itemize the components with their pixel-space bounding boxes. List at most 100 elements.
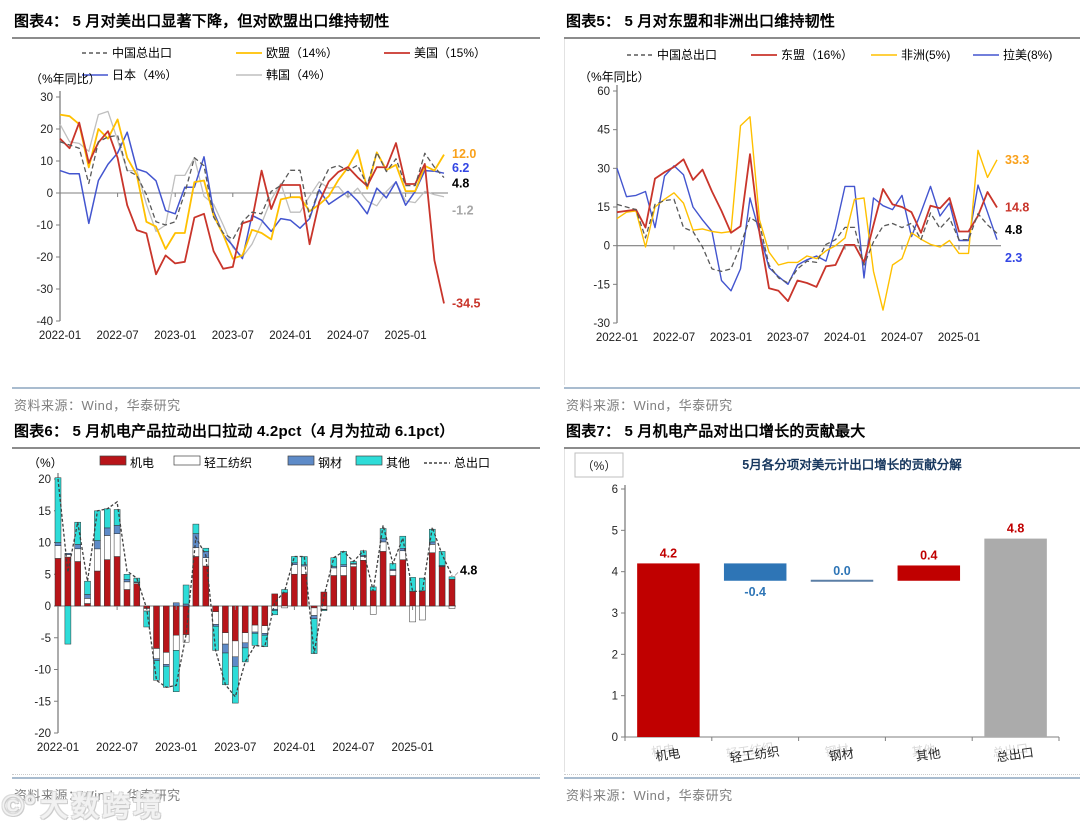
svg-text:2024-07: 2024-07 xyxy=(881,332,923,344)
svg-text:2023-01: 2023-01 xyxy=(710,332,752,344)
chart7-source: 资料来源：Wind，华泰研究 xyxy=(564,777,1080,806)
svg-text:2024-07: 2024-07 xyxy=(327,330,369,342)
svg-text:钢材: 钢材 xyxy=(828,746,855,763)
svg-text:2025-01: 2025-01 xyxy=(938,332,980,344)
svg-text:-5: -5 xyxy=(41,633,51,645)
chart6-title: 图表6： 5 月机电产品拉动出口拉动 4.2pct（4 月为拉动 6.1pct） xyxy=(12,416,540,449)
svg-text:总出口: 总出口 xyxy=(995,745,1034,764)
svg-text:-40: -40 xyxy=(36,316,53,328)
svg-text:2024-07: 2024-07 xyxy=(332,742,374,754)
svg-text:15: 15 xyxy=(38,506,51,518)
svg-text:5月各分项对美元计出口增长的贡献分解: 5月各分项对美元计出口增长的贡献分解 xyxy=(742,457,962,472)
svg-text:2024-01: 2024-01 xyxy=(824,332,866,344)
svg-text:0: 0 xyxy=(612,732,618,744)
svg-text:-20: -20 xyxy=(36,252,53,264)
svg-text:3: 3 xyxy=(612,608,618,620)
chart4-title: 图表4： 5 月对美出口显著下降，但对欧盟出口维持韧性 xyxy=(12,6,540,39)
svg-text:轻工纺织: 轻工纺织 xyxy=(725,740,774,761)
svg-text:45: 45 xyxy=(597,125,610,137)
chart7-title: 图表7： 5 月机电产品对出口增长的贡献最大 xyxy=(564,416,1080,449)
svg-text:5: 5 xyxy=(45,569,51,581)
svg-text:30: 30 xyxy=(597,163,610,175)
svg-text:0.0: 0.0 xyxy=(833,564,850,578)
svg-text:机电: 机电 xyxy=(130,456,154,470)
panel-chart4: 图表4： 5 月对美出口显著下降，但对欧盟出口维持韧性 -40 -30 -20 -10… xyxy=(12,6,540,416)
svg-text:-1.2: -1.2 xyxy=(452,203,474,217)
watermark-text: 大数跨境 xyxy=(40,791,165,822)
svg-text:2022-01: 2022-01 xyxy=(39,330,81,342)
svg-text:0: 0 xyxy=(45,601,51,613)
svg-text:20: 20 xyxy=(38,474,51,486)
svg-text:4.8: 4.8 xyxy=(452,176,469,190)
svg-text:（%）: （%） xyxy=(582,459,617,473)
svg-text:4.8: 4.8 xyxy=(460,563,477,577)
chart5-area: -30 -15 0 15 30 45 60 中国总出口 东盟（16%） 非洲(5%) 拉美(8%) （… xyxy=(564,39,1080,385)
chart4-area: -40 -30 -20 -10 0 10 20 30 中国总出口 欧盟（14%） 美国（15%） 日本… xyxy=(12,39,540,385)
svg-text:总出口: 总出口 xyxy=(992,741,1030,760)
svg-text:4.2: 4.2 xyxy=(660,546,677,560)
svg-text:2023-07: 2023-07 xyxy=(214,742,256,754)
svg-text:2022-01: 2022-01 xyxy=(596,332,638,344)
chart7-area: （%） 5月各分项对美元计出口增长的贡献分解 0 1 2 3 4 5 6 4.2 机电 机电 -0.4 轻… xyxy=(564,449,1080,772)
svg-text:东盟（16%）: 东盟（16%） xyxy=(781,48,853,62)
svg-text:钢材: 钢材 xyxy=(824,742,850,759)
svg-text:中国总出口: 中国总出口 xyxy=(657,47,717,62)
svg-text:2022-07: 2022-07 xyxy=(96,742,138,754)
svg-text:10: 10 xyxy=(40,156,53,168)
svg-text:20: 20 xyxy=(40,124,53,136)
svg-text:-15: -15 xyxy=(593,279,610,291)
chart5-source: 资料来源：Wind，华泰研究 xyxy=(564,387,1080,416)
svg-text:其他: 其他 xyxy=(915,746,942,763)
svg-text:-20: -20 xyxy=(34,728,51,740)
svg-text:2024-01: 2024-01 xyxy=(273,742,315,754)
svg-text:机电: 机电 xyxy=(650,742,676,759)
svg-text:4.8: 4.8 xyxy=(1005,223,1022,237)
svg-text:2022-07: 2022-07 xyxy=(96,330,138,342)
charts-grid: 图表4： 5 月对美出口显著下降，但对欧盟出口维持韧性 -40 -30 -20 -10… xyxy=(12,6,1080,806)
svg-text:2023-07: 2023-07 xyxy=(212,330,254,342)
svg-text:拉美(8%): 拉美(8%) xyxy=(1003,47,1052,62)
svg-text:（%）: （%） xyxy=(28,456,63,470)
svg-text:2022-07: 2022-07 xyxy=(653,332,695,344)
svg-text:5: 5 xyxy=(612,525,618,537)
svg-text:4.8: 4.8 xyxy=(1007,522,1024,536)
svg-text:2024-01: 2024-01 xyxy=(269,330,311,342)
svg-text:6.2: 6.2 xyxy=(452,161,469,175)
svg-text:12.0: 12.0 xyxy=(452,147,476,161)
svg-text:-10: -10 xyxy=(36,220,53,232)
svg-text:0.4: 0.4 xyxy=(920,548,937,562)
svg-text:6: 6 xyxy=(612,484,618,496)
svg-text:（%年同比）: （%年同比） xyxy=(30,72,101,86)
svg-text:欧盟（14%）: 欧盟（14%） xyxy=(266,46,338,60)
svg-text:60: 60 xyxy=(597,86,610,98)
svg-text:机电: 机电 xyxy=(654,746,681,763)
svg-text:日本（4%）: 日本（4%） xyxy=(112,68,177,82)
svg-text:（%年同比）: （%年同比） xyxy=(579,70,650,84)
panel-chart6: 图表6： 5 月机电产品拉动出口拉动 4.2pct（4 月为拉动 6.1pct）… xyxy=(12,416,540,806)
svg-text:33.3: 33.3 xyxy=(1005,153,1029,167)
exports-by-destination-chart: -40 -30 -20 -10 0 10 20 30 中国总出口 欧盟（14%） 美国（15%） 日本… xyxy=(30,45,486,342)
svg-text:其他: 其他 xyxy=(911,742,937,759)
svg-text:2025-01: 2025-01 xyxy=(391,742,433,754)
svg-text:-0.4: -0.4 xyxy=(744,585,766,599)
svg-text:2023-07: 2023-07 xyxy=(767,332,809,344)
svg-text:2023-01: 2023-01 xyxy=(155,742,197,754)
panel-chart5: 图表5： 5 月对东盟和非洲出口维持韧性 -30 -15 0 15 30 45 60 中国总出… xyxy=(564,6,1080,416)
svg-text:2: 2 xyxy=(612,649,618,661)
svg-text:-30: -30 xyxy=(593,318,610,330)
export-contribution-stacked-chart: -20 -15 -10 -5 0 5 10 15 20 （%） 机电 轻工纺织 钢材 其他 总出口 2022-… xyxy=(28,455,490,754)
chart4-source: 资料来源：Wind，华泰研究 xyxy=(12,387,540,416)
svg-text:14.8: 14.8 xyxy=(1005,201,1029,215)
svg-text:其他: 其他 xyxy=(386,456,410,470)
svg-text:韩国（4%）: 韩国（4%） xyxy=(266,67,331,82)
svg-text:非洲(5%): 非洲(5%) xyxy=(901,48,950,62)
svg-text:10: 10 xyxy=(38,538,51,550)
svg-text:2023-01: 2023-01 xyxy=(154,330,196,342)
svg-text:美国（15%）: 美国（15%） xyxy=(414,46,486,60)
svg-text:-34.5: -34.5 xyxy=(452,296,481,310)
svg-text:2025-01: 2025-01 xyxy=(384,330,426,342)
dotted-separator xyxy=(564,774,1080,775)
exports-asean-africa-chart: -30 -15 0 15 30 45 60 中国总出口 东盟（16%） 非洲(5%) 拉美(8%) （… xyxy=(579,47,1052,344)
